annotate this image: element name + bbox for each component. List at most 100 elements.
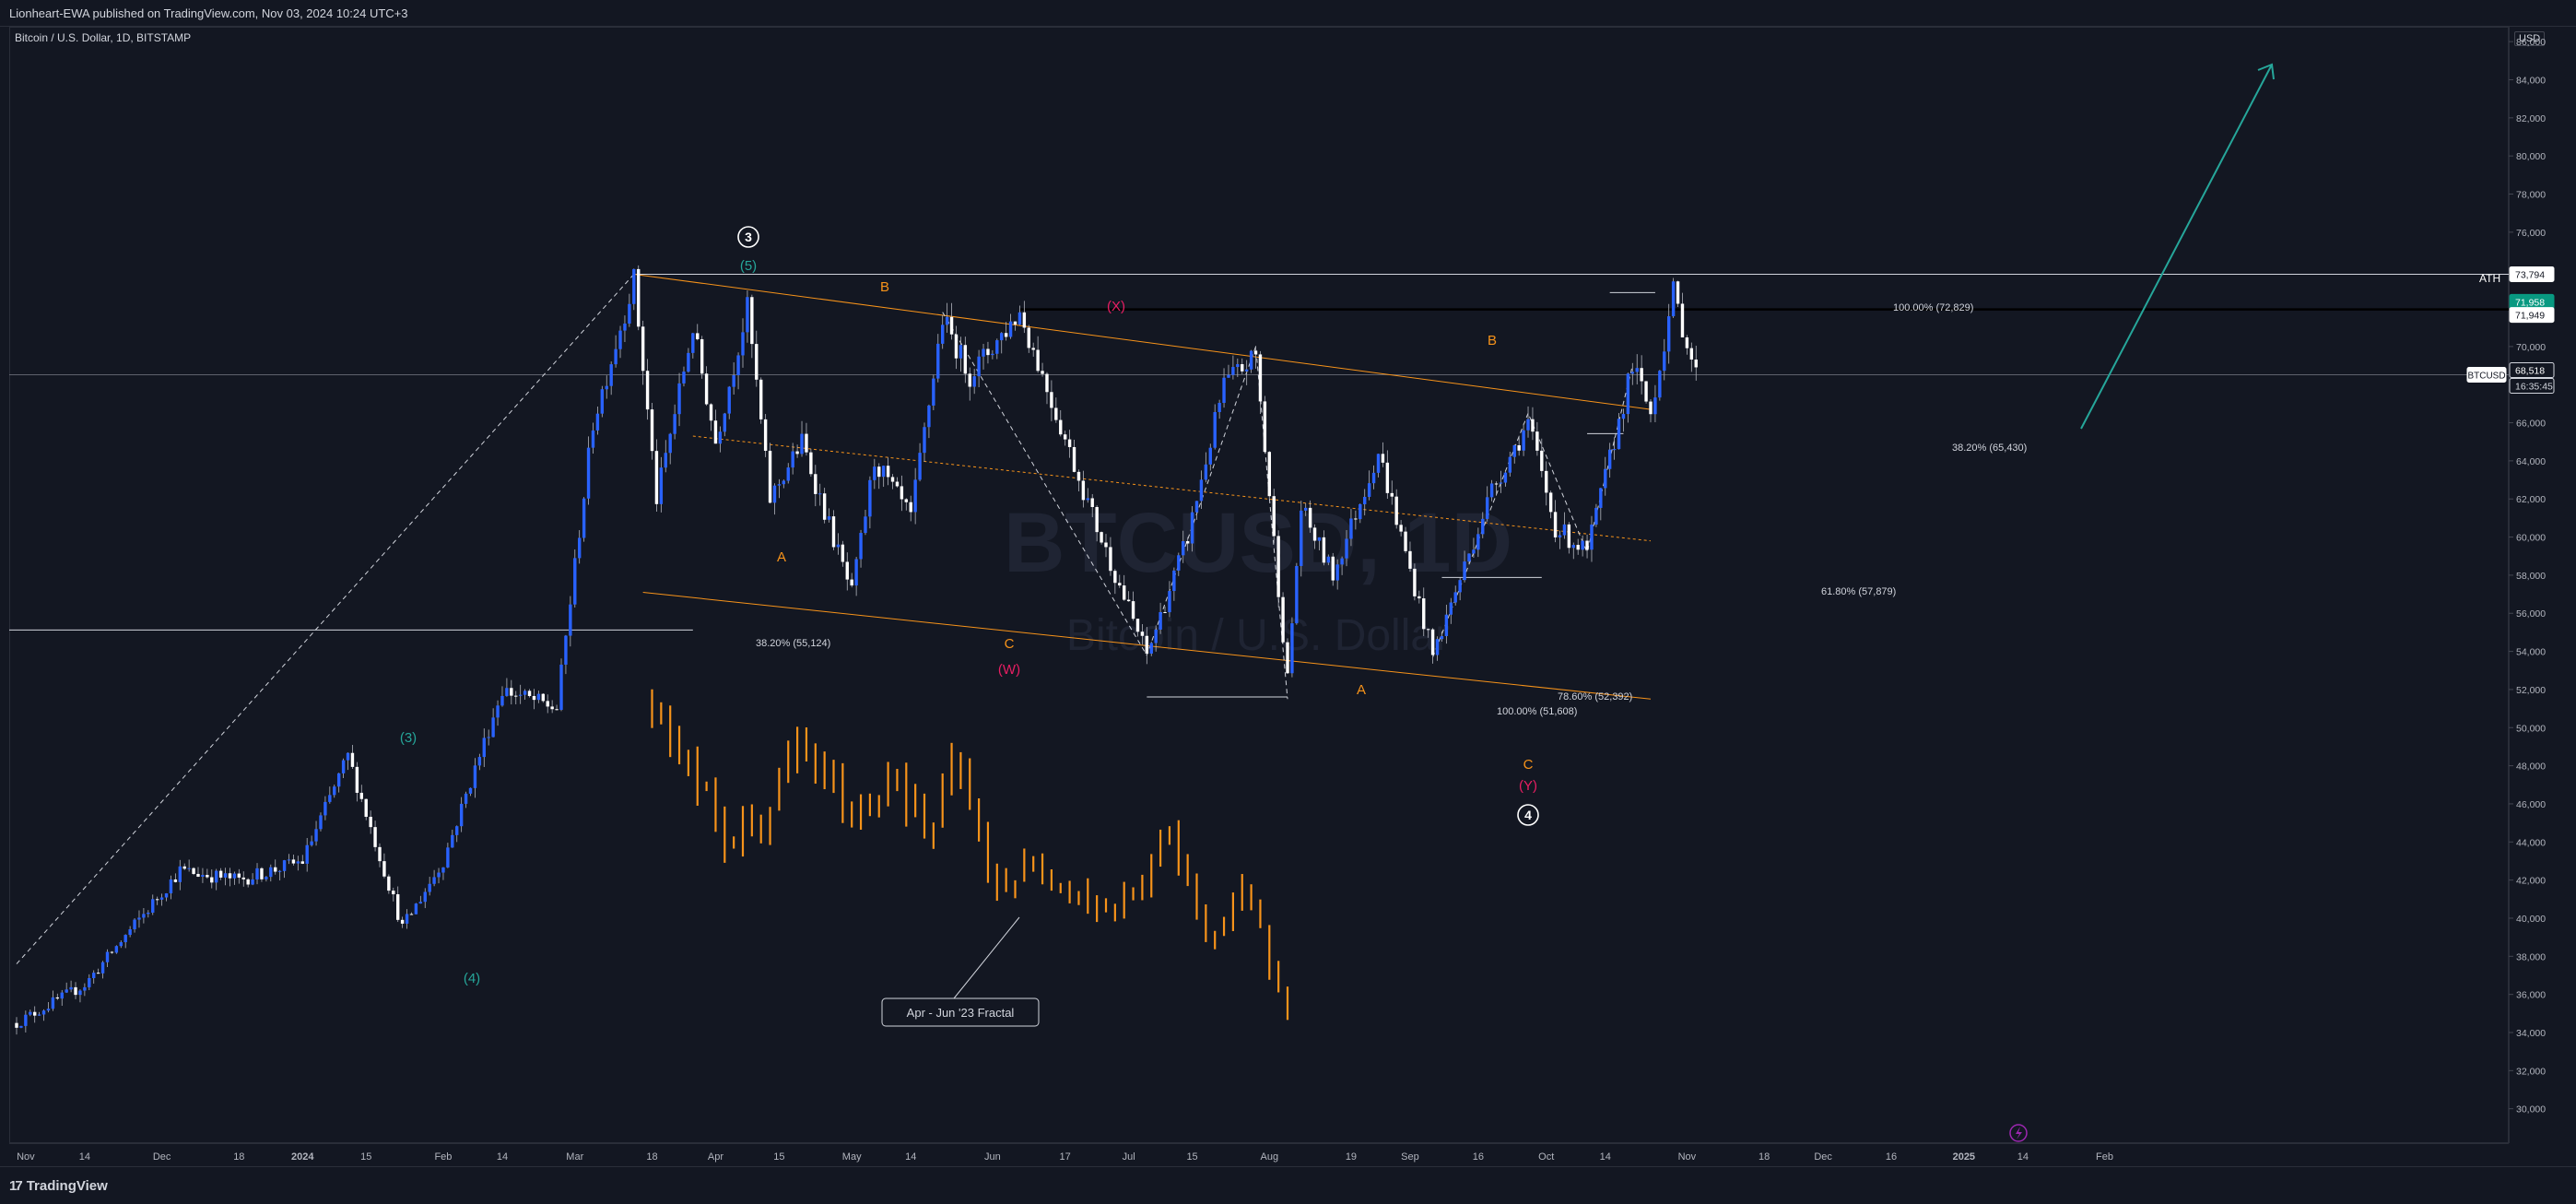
candle-body (777, 484, 782, 486)
candle-body (151, 899, 155, 913)
candle-body (491, 717, 495, 738)
candle-body (187, 868, 191, 869)
candle-body (1190, 512, 1194, 544)
candle-body (586, 447, 591, 499)
candle-body (124, 935, 127, 943)
candle-body (78, 990, 82, 996)
y-tick-label: 76,000 (2516, 228, 2546, 239)
candle-body (387, 876, 391, 891)
candle-body (1345, 538, 1348, 559)
candle-body (1617, 419, 1621, 450)
x-tick-label: Nov (17, 1151, 35, 1163)
price-tag-label: 71,949 (2515, 311, 2545, 322)
candle-body (623, 323, 627, 331)
x-tick-label: Dec (1814, 1151, 1832, 1163)
wave-label: A (1357, 682, 1366, 698)
candle-body (1100, 532, 1103, 543)
x-tick-label: 2024 (291, 1151, 314, 1163)
candle-body (114, 946, 119, 953)
candle-body (1463, 561, 1466, 581)
y-tick-label: 36,000 (2516, 990, 2546, 1001)
price-tag (2509, 377, 2555, 394)
candle-body (827, 516, 831, 520)
candle-body (1054, 407, 1058, 420)
candle-body (1095, 506, 1099, 533)
candle-body (405, 914, 409, 924)
candle-body (296, 861, 300, 864)
candle-body (864, 516, 867, 534)
y-tick-label: 54,000 (2516, 647, 2546, 658)
candle-body (1236, 364, 1240, 368)
tradingview-logo[interactable]: 17 TradingView (9, 1178, 108, 1194)
x-tick-label: 19 (1346, 1151, 1357, 1163)
candle-body (895, 481, 900, 487)
candle-body (650, 409, 654, 452)
y-tick-label: 86,000 (2516, 37, 2546, 48)
fib-label: 61.80% (57,879) (1821, 586, 1896, 597)
candle-body (873, 466, 876, 480)
candle-body (1612, 449, 1617, 451)
candle-body (1545, 470, 1548, 493)
candle-body (1663, 351, 1666, 372)
publish-header: Lionheart-EWA published on TradingView.c… (0, 0, 2576, 27)
candle-body (201, 875, 205, 878)
x-tick-label: Mar (566, 1151, 583, 1163)
candle-body (800, 433, 804, 454)
candle-body (228, 873, 232, 879)
y-tick-label: 70,000 (2516, 342, 2546, 353)
currency-button[interactable]: USD (2514, 31, 2546, 46)
candle-body (559, 664, 563, 710)
time-axis[interactable] (9, 1143, 2509, 1166)
candle-body (323, 801, 327, 816)
y-tick-label: 84,000 (2516, 75, 2546, 86)
candle-body (1149, 643, 1153, 654)
candle-body (83, 986, 87, 991)
candle-body (147, 912, 150, 915)
y-tick-label: 66,000 (2516, 419, 2546, 430)
chart-pane[interactable] (9, 27, 2509, 1143)
candle-body (1154, 629, 1158, 643)
candle-body (336, 773, 341, 787)
x-tick-label: Oct (1538, 1151, 1554, 1163)
x-tick-label: 15 (1186, 1151, 1197, 1163)
candle-body (300, 861, 304, 864)
price-tag (2509, 307, 2555, 324)
price-axis[interactable] (2509, 27, 2576, 1143)
candle-body (532, 695, 536, 701)
x-tick-label: 14 (1600, 1151, 1611, 1163)
candle-body (1113, 571, 1117, 584)
candle-body (709, 404, 713, 421)
x-tick-label: Sep (1401, 1151, 1419, 1163)
price-tag (2509, 266, 2555, 282)
candle-body (223, 873, 228, 878)
x-tick-label: May (842, 1151, 862, 1163)
wave-label: (3) (400, 730, 417, 746)
candle-body (1671, 281, 1676, 317)
candle-body (251, 879, 254, 885)
x-tick-label: Feb (434, 1151, 452, 1163)
candle-body (51, 997, 55, 1009)
candle-body (468, 787, 473, 794)
lightning-icon[interactable] (2009, 1124, 2028, 1142)
symbol-legend: Bitcoin / U.S. Dollar, 1D, BITSTAMP (15, 31, 192, 44)
candle-body (881, 466, 886, 478)
candle-body (282, 860, 287, 871)
candle-body (1640, 368, 1643, 382)
candle-body (1163, 612, 1167, 614)
brand-name: TradingView (26, 1178, 108, 1194)
candle-body (772, 485, 777, 503)
y-tick-label: 46,000 (2516, 799, 2546, 810)
x-tick-label: 17 (1060, 1151, 1071, 1163)
candle-body (1168, 591, 1171, 613)
candle-body (723, 413, 726, 432)
price-tag-label: 73,794 (2515, 269, 2545, 280)
candle-body (555, 709, 559, 711)
y-tick-label: 42,000 (2516, 876, 2546, 887)
candle-body (173, 879, 178, 882)
candle-body (246, 879, 250, 885)
candle-body (746, 297, 749, 333)
candle-body (1626, 373, 1630, 415)
candle-body (1059, 419, 1063, 435)
candle-body (319, 815, 323, 830)
candle-body (913, 479, 917, 513)
